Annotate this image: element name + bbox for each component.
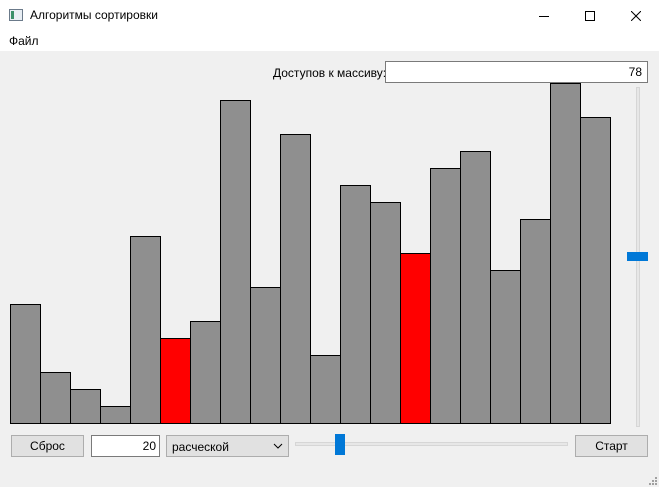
highlighted-bar [160, 338, 191, 424]
close-button[interactable] [613, 0, 659, 31]
array-bar [550, 83, 581, 424]
chevron-down-icon [273, 443, 283, 449]
array-bar [40, 372, 71, 424]
menu-file[interactable]: Файл [9, 34, 39, 48]
close-icon [631, 10, 641, 21]
array-bar [430, 168, 461, 424]
array-bar [70, 389, 101, 424]
array-bar [190, 321, 221, 424]
algorithm-select-value: расческой [172, 440, 229, 454]
title-bar[interactable]: Алгоритмы сортировки [0, 0, 659, 31]
algorithm-select[interactable]: расческой [166, 435, 289, 457]
array-bar [580, 117, 611, 424]
highlighted-bar [400, 253, 431, 424]
maximize-icon [585, 10, 595, 21]
array-access-field[interactable]: 78 [385, 61, 648, 83]
array-bar [520, 219, 551, 424]
array-size-field[interactable]: 20 [91, 435, 160, 457]
array-bar [10, 304, 41, 424]
minimize-icon [539, 15, 549, 17]
reset-button[interactable]: Сброс [11, 435, 84, 457]
resize-grip-icon[interactable] [647, 475, 657, 485]
app-window-icon [9, 9, 23, 21]
speed-slider-track[interactable] [295, 442, 568, 446]
array-bar [100, 406, 131, 424]
array-bar [310, 355, 341, 424]
array-bar [130, 236, 161, 424]
speed-slider-thumb[interactable] [335, 434, 345, 455]
array-bar [490, 270, 521, 424]
maximize-button[interactable] [567, 0, 613, 31]
array-bar [280, 134, 311, 424]
array-bar [460, 151, 491, 424]
array-bar [250, 287, 281, 424]
minimize-button[interactable] [521, 0, 567, 31]
menu-bar: Файл [0, 31, 659, 51]
array-bar [370, 202, 401, 424]
vertical-slider-thumb[interactable] [627, 252, 648, 261]
array-access-label: Доступов к массиву: [273, 66, 387, 80]
array-bar [340, 185, 371, 424]
window-title: Алгоритмы сортировки [30, 8, 158, 22]
array-bar [220, 100, 251, 424]
start-button[interactable]: Старт [575, 435, 648, 457]
